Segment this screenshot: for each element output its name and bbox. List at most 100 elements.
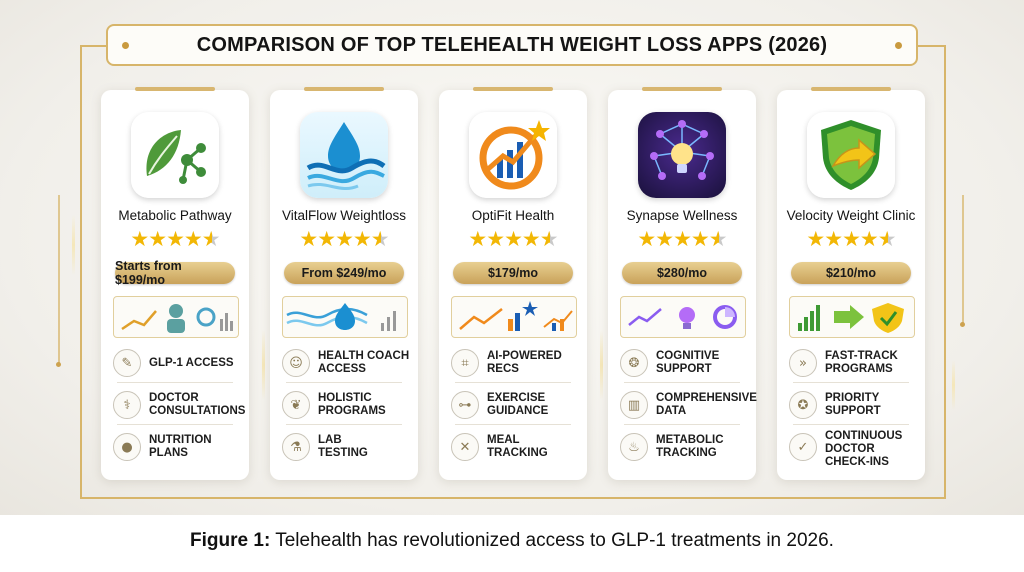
app-name: VitalFlow Weightloss — [281, 208, 407, 223]
feature-banner — [620, 296, 746, 338]
divider — [455, 382, 571, 383]
feature-item: ⌗ AI-POWERED RECS — [447, 346, 583, 380]
title-dot — [895, 42, 902, 49]
star-icon: ★ — [183, 227, 203, 251]
neural-lightbulb-icon — [638, 112, 726, 198]
feature-label: EXERCISE GUIDANCE — [487, 392, 549, 417]
star-icon: ★ — [317, 227, 336, 251]
card-accent — [642, 87, 722, 91]
feature-label: HEALTH COACH ACCESS — [318, 350, 410, 375]
water-drop-waves-icon — [300, 112, 388, 198]
half-star-icon: ★ — [708, 227, 728, 251]
data-chart-icon: ▥ — [620, 391, 648, 419]
divider — [793, 424, 909, 425]
star-icon: ★ — [806, 227, 825, 251]
star-rating: ★★★★★ — [101, 229, 249, 250]
feature-label: MEAL TRACKING — [487, 434, 548, 459]
feature-banner — [789, 296, 915, 338]
half-star-icon: ★ — [877, 227, 897, 251]
feature-label: CONTINUOUS DOCTOR CHECK-INS — [825, 429, 903, 468]
title-dot — [122, 42, 129, 49]
frame-line — [80, 45, 106, 47]
title-banner: COMPARISON OF TOP TELEHEALTH WEIGHT LOSS… — [106, 24, 918, 66]
feature-item: ✓ CONTINUOUS DOCTOR CHECK-INS — [785, 430, 921, 468]
page-title: COMPARISON OF TOP TELEHEALTH WEIGHT LOSS… — [196, 33, 828, 56]
star-rating: ★★★★★ — [777, 229, 925, 250]
price-badge: $280/mo — [622, 262, 742, 284]
frame-dot — [56, 362, 61, 367]
price-badge: Starts from $199/mo — [115, 259, 235, 287]
award-icon: ✪ — [789, 391, 817, 419]
frame-line — [80, 497, 946, 499]
feature-label: COGNITIVE SUPPORT — [656, 350, 720, 375]
star-icon: ★ — [166, 227, 185, 251]
leaf-molecule-icon — [131, 112, 219, 198]
sparkle — [262, 330, 265, 400]
star-icon: ★ — [468, 227, 487, 251]
feature-label: COMPREHENSIVE DATA — [656, 392, 757, 417]
star-icon: ★ — [148, 227, 167, 251]
feature-item: ❦ HOLISTIC PROGRAMS — [278, 388, 414, 422]
star-icon: ★ — [824, 227, 843, 251]
feature-item: ● NUTRITION PLANS — [109, 430, 245, 464]
card-accent — [473, 87, 553, 91]
star-icon: ★ — [690, 227, 710, 251]
feature-label: HOLISTIC PROGRAMS — [318, 392, 386, 417]
flame-icon: ♨ — [620, 433, 648, 461]
feature-item: ☺ HEALTH COACH ACCESS — [278, 346, 414, 380]
star-icon: ★ — [655, 227, 674, 251]
price-badge: $179/mo — [453, 262, 573, 284]
app-name: Synapse Wellness — [626, 208, 738, 223]
infographic-canvas: COMPARISON OF TOP TELEHEALTH WEIGHT LOSS… — [0, 0, 1024, 515]
divider — [117, 382, 233, 383]
growth-chart-star-icon — [469, 112, 557, 198]
feature-item: ⚗ LAB TESTING — [278, 430, 414, 464]
feature-item: ✎ GLP-1 ACCESS — [109, 346, 245, 380]
star-icon: ★ — [335, 227, 354, 251]
divider — [624, 382, 740, 383]
caption-text: Telehealth has revolutionized access to … — [270, 530, 834, 551]
feature-label: AI-POWERED RECS — [487, 350, 562, 375]
card-accent — [811, 87, 891, 91]
divider — [624, 424, 740, 425]
feature-label: NUTRITION PLANS — [149, 434, 212, 459]
feature-banner — [113, 296, 239, 338]
feature-item: » FAST-TRACK PROGRAMS — [785, 346, 921, 380]
app-card-metabolic-pathway: Metabolic Pathway ★★★★★ Starts from $199… — [101, 87, 249, 480]
frame-line — [962, 195, 964, 325]
feature-label: PRIORITY SUPPORT — [825, 392, 881, 417]
app-name: OptiFit Health — [471, 208, 555, 223]
utensils-icon: ✕ — [451, 433, 479, 461]
feature-label: METABOLIC TRACKING — [656, 434, 724, 459]
app-name: Velocity Weight Clinic — [786, 208, 916, 223]
pen-icon: ✎ — [113, 349, 141, 377]
feature-item: ⊶ EXERCISE GUIDANCE — [447, 388, 583, 422]
half-star-icon: ★ — [539, 227, 559, 251]
app-card-synapse-wellness: Synapse Wellness ★★★★★ $280/mo ❂ COGNITIV… — [608, 87, 757, 480]
feature-banner — [451, 296, 577, 338]
star-rating: ★★★★★ — [439, 229, 587, 250]
frame-line — [58, 195, 60, 365]
sparkle — [952, 360, 955, 410]
dumbbell-icon: ⊶ — [451, 391, 479, 419]
star-icon: ★ — [352, 227, 372, 251]
app-name: Metabolic Pathway — [118, 208, 232, 223]
star-icon: ★ — [130, 227, 149, 251]
apple-icon: ● — [113, 433, 141, 461]
divider — [793, 382, 909, 383]
half-star-icon: ★ — [370, 227, 390, 251]
flask-icon: ⚗ — [282, 433, 310, 461]
feature-item: ♨ METABOLIC TRACKING — [616, 430, 752, 464]
shield-arrow-icon — [807, 112, 895, 198]
figure-caption: Figure 1: Telehealth has revolutionized … — [0, 530, 1024, 552]
divider — [117, 424, 233, 425]
feature-label: GLP-1 ACCESS — [149, 356, 234, 369]
coach-icon: ☺ — [282, 349, 310, 377]
feature-banner — [282, 296, 408, 338]
chip-icon: ⌗ — [451, 349, 479, 377]
frame-dot — [960, 322, 965, 327]
feature-label: FAST-TRACK PROGRAMS — [825, 350, 898, 375]
caption-label: Figure 1: — [190, 530, 271, 551]
card-accent — [304, 87, 384, 91]
divider — [286, 382, 402, 383]
